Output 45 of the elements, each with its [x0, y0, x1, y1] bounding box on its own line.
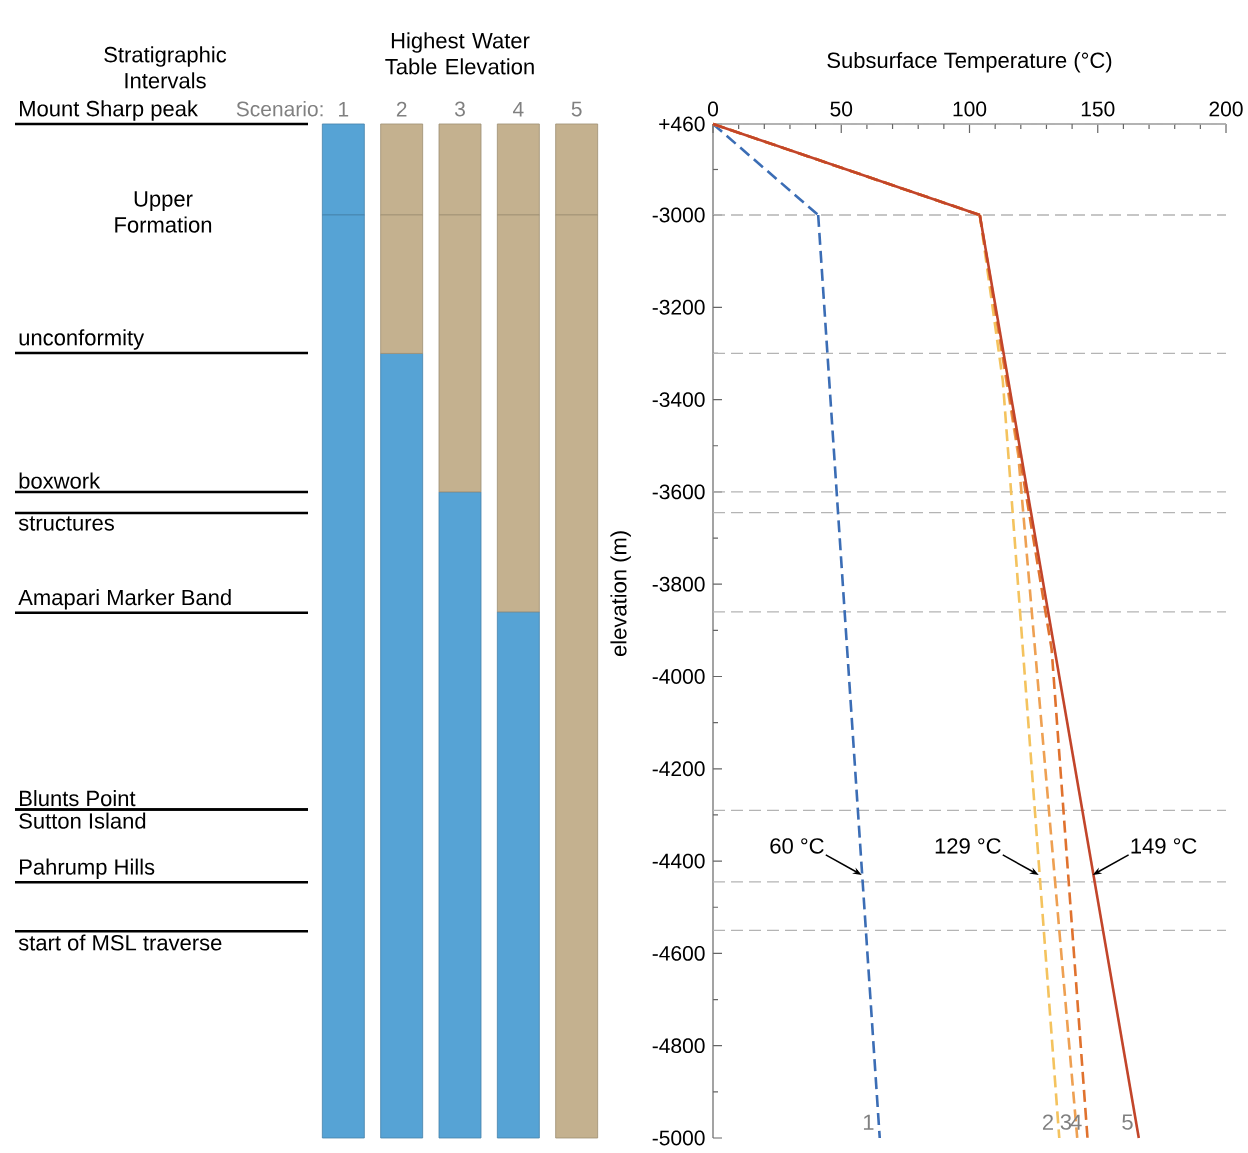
annotation: 60 °C — [770, 838, 824, 854]
x-axis-title: Subsurface Temperature (°C) — [827, 51, 1112, 73]
y-tick-label: -4800 — [652, 1038, 705, 1054]
x-tick-label: 2 — [396, 101, 407, 117]
y-axis-title: elevation (m) — [610, 531, 631, 657]
y-tick-label: -3400 — [652, 392, 705, 408]
y-tick-label: -4400 — [652, 853, 705, 869]
text: Upper Formation — [115, 191, 212, 233]
x-tick-label: 50 — [830, 101, 853, 117]
x-tick-label: 1 — [339, 102, 349, 117]
y-tick-label: -3000 — [652, 207, 705, 223]
annotation: 129 °C — [935, 838, 1001, 854]
y-tick-label: -3800 — [652, 576, 705, 592]
y-tick-label: -4000 — [652, 669, 705, 684]
series-label: 2 — [1042, 1114, 1053, 1130]
series-label: 5 — [1122, 1114, 1133, 1130]
y-tick-label: -4200 — [652, 761, 705, 777]
x-tick-label: 4 — [512, 102, 524, 117]
chart-title: Highest Water Table Elevation — [385, 32, 534, 75]
x-tick-label: 200 — [1209, 101, 1243, 117]
x-tick-label: 5 — [571, 101, 582, 117]
text: Pahrump Hills — [20, 858, 155, 880]
text: Stratigraphic Intervals — [104, 46, 227, 89]
x-axis-title: Scenario: — [236, 101, 323, 117]
y-tick-label: +460 — [659, 116, 705, 132]
y-tick-label: -5000 — [652, 1130, 705, 1146]
series-label: 4 — [1070, 1114, 1082, 1130]
annotation: 149 °C — [1131, 838, 1197, 854]
y-tick-label: -4600 — [652, 945, 705, 961]
x-tick-label: 100 — [953, 101, 987, 117]
y-tick-label: -3200 — [652, 299, 705, 315]
series-label: 1 — [863, 1114, 874, 1130]
text: unconformity — [19, 329, 145, 350]
text: Mount Sharp peak — [20, 100, 198, 121]
text: Amapari Marker Band — [18, 589, 231, 610]
x-tick-label: 0 — [707, 101, 719, 117]
text: Blunts Point — [20, 790, 136, 807]
text: boxwork — [19, 472, 101, 489]
text: structures — [18, 516, 114, 531]
y-tick-label: -3600 — [652, 484, 705, 500]
text: Sutton Island — [19, 812, 146, 829]
series-label: 3 — [1060, 1114, 1072, 1130]
text: start of MSL traverse — [18, 934, 222, 951]
x-tick-label: 150 — [1081, 101, 1115, 117]
x-tick-label: 3 — [454, 101, 465, 117]
